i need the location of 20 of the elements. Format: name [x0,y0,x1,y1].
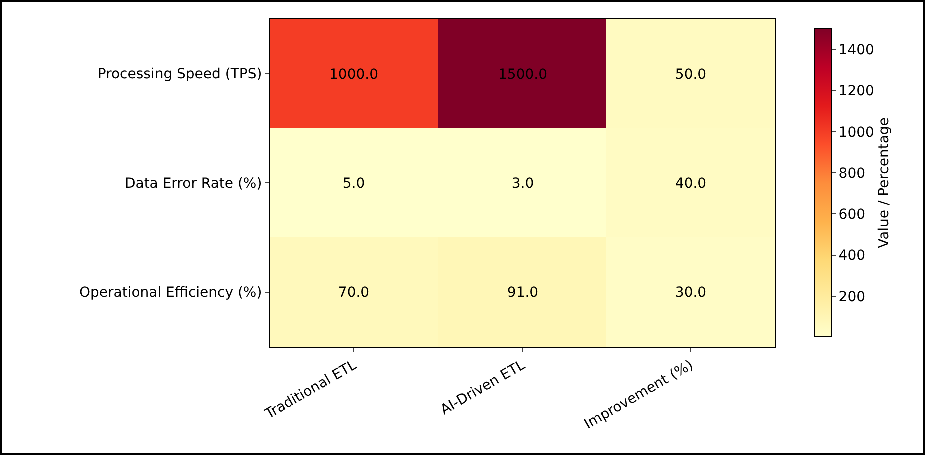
data-label: 50.0 [675,66,707,83]
y-tick-label: Data Error Rate (%) [124,176,262,192]
data-label: 91.0 [507,284,539,301]
color-bar-label: 200 [838,289,866,306]
data-label: 1000.0 [330,66,378,83]
color-bar-label: 600 [838,207,866,224]
y-tick-label: Operational Efficiency (%) [79,285,262,302]
data-label: 5.0 [342,176,366,192]
y-tick-label: Processing Speed (TPS) [98,66,262,83]
color-bar-label: 800 [838,166,866,182]
data-label: 1500.0 [498,66,548,83]
color-bar-title: Value / Percentage [876,118,892,248]
data-label: 3.0 [512,176,534,192]
color-bar-label: 1400 [838,42,874,58]
data-label: 30.0 [675,284,707,301]
data-label: 40.0 [675,176,707,192]
color-bar-label: 1000 [838,124,874,141]
color-bar-label: 1200 [838,84,874,100]
color-bar-label: 400 [838,248,866,264]
data-label: 70.0 [338,284,370,301]
